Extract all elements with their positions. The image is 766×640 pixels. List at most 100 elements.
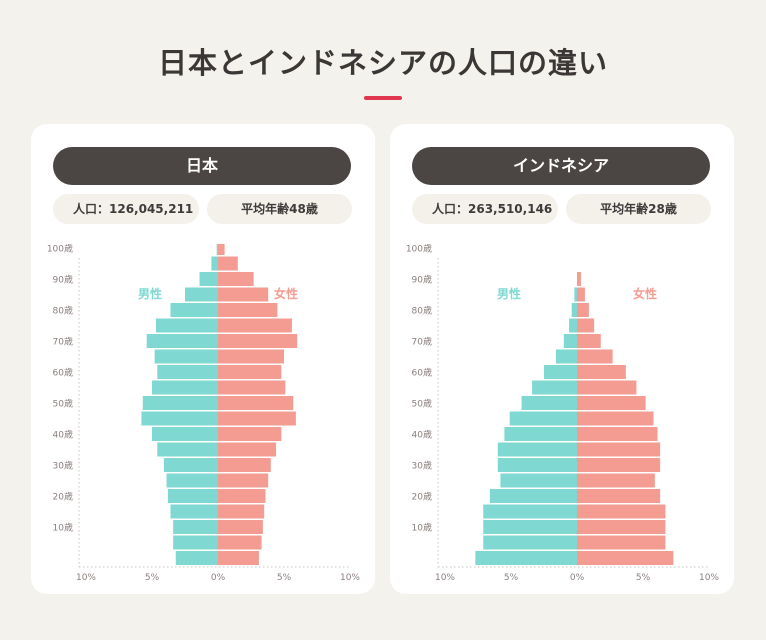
female-bar-35-39 (577, 442, 661, 457)
x-tick-label: 10% (340, 573, 360, 583)
female-bar-35-39 (218, 442, 277, 457)
male-bar-30-34 (163, 458, 218, 472)
female-bar-5-9 (218, 535, 262, 550)
x-tick-label: 0% (211, 573, 226, 583)
male-bar-85-89 (185, 287, 218, 302)
y-tick-label: 20歳 (53, 491, 73, 503)
y-tick-label: 40歳 (53, 429, 73, 441)
male-bar-90-94 (199, 272, 218, 286)
male-bar-50-54 (142, 396, 218, 410)
male-bar-5-9 (173, 535, 218, 550)
male-bar-55-59 (152, 380, 218, 395)
indonesia-panel: インドネシア 人口：263,510,146 平均年齢28歳 10歳 20歳 30歳 4… (390, 124, 734, 594)
male-bar-10-14 (483, 520, 577, 534)
y-tick-label: 30歳 (412, 460, 432, 472)
male-bar-80-84 (571, 303, 577, 317)
y-tick-label: 60歳 (53, 367, 73, 379)
female-bar-95-99 (218, 256, 238, 271)
female-bar-15-19 (218, 504, 265, 519)
female-bar-65-69 (577, 349, 613, 364)
female-bar-90-94 (577, 272, 581, 286)
female-bar-65-69 (218, 349, 284, 364)
y-tick-label: 10歳 (53, 522, 73, 534)
male-bar-95-99 (211, 256, 218, 271)
male-bar-70-74 (563, 334, 577, 348)
male-bar-65-69 (154, 349, 218, 364)
japan-pyramid-chart: 10歳 20歳 30歳 40歳 50歳 60歳 70歳 80歳 90歳 100歳 10% 5% 0% 5%… (47, 244, 360, 583)
japan-panel: 日本 人口：126,045,211 平均年齢48歳 10歳 20歳 30歳 40歳 50… (31, 124, 375, 594)
female-bar-50-54 (577, 396, 646, 410)
male-bar-55-59 (532, 380, 577, 395)
male-bar-65-69 (555, 349, 577, 364)
female-bar-80-84 (577, 303, 589, 317)
female-bar-50-54 (218, 396, 294, 410)
female-bar-80-84 (218, 303, 278, 317)
male-bar-80-84 (170, 303, 218, 317)
female-bar-85-89 (218, 287, 269, 302)
female-bar-100+ (218, 244, 225, 255)
female-bar-40-44 (577, 427, 658, 441)
female-bar-5-9 (577, 535, 666, 550)
female-bar-30-34 (218, 458, 271, 472)
x-tick-label: 5% (145, 573, 160, 583)
male-bar-20-24 (489, 489, 577, 503)
y-tick-label: 40歳 (412, 429, 432, 441)
legend-female-label: 女性 (633, 286, 657, 301)
x-tick-label: 10% (699, 573, 719, 583)
female-bar-20-24 (577, 489, 661, 503)
female-bar-45-49 (577, 411, 654, 426)
legend-female-label: 女性 (274, 286, 298, 301)
male-bar-100+ (216, 244, 218, 255)
indonesia-average-age: 平均年齢28歳 (566, 194, 711, 224)
y-tick-label: 70歳 (53, 336, 73, 348)
male-bar-60-64 (544, 365, 577, 379)
y-tick-label: 50歳 (53, 398, 73, 410)
male-bar-50-54 (521, 396, 577, 410)
female-bar-70-74 (577, 334, 601, 348)
female-bar-10-14 (218, 520, 263, 534)
female-bar-25-29 (218, 473, 269, 488)
male-bar-20-24 (167, 489, 218, 503)
male-bar-0-4 (175, 551, 218, 565)
y-tick-label: 100歳 (47, 244, 73, 255)
y-tick-label: 60歳 (412, 367, 432, 379)
female-bar-30-34 (577, 458, 661, 472)
title-accent-bar (364, 96, 402, 100)
legend-male-label: 男性 (138, 286, 162, 301)
female-bar-85-89 (577, 287, 585, 302)
x-tick-label: 5% (636, 573, 651, 583)
male-bar-0-4 (475, 551, 577, 565)
female-bar-60-64 (577, 365, 626, 379)
male-bar-40-44 (152, 427, 218, 441)
y-tick-label: 90歳 (412, 274, 432, 286)
female-bar-90-94 (218, 272, 254, 286)
x-tick-label: 10% (76, 573, 96, 583)
y-tick-label: 50歳 (412, 398, 432, 410)
female-bar-0-4 (577, 551, 674, 565)
male-bar-60-64 (157, 365, 218, 379)
female-bar-15-19 (577, 504, 666, 519)
x-tick-label: 5% (277, 573, 292, 583)
female-bar-40-44 (218, 427, 282, 441)
male-bar-45-49 (509, 411, 577, 426)
y-tick-label: 100歳 (406, 244, 432, 255)
x-tick-label: 10% (435, 573, 455, 583)
male-bar-35-39 (157, 442, 218, 457)
female-bar-45-49 (218, 411, 296, 426)
male-bar-15-19 (170, 504, 218, 519)
male-bar-30-34 (497, 458, 577, 472)
female-bar-55-59 (577, 380, 637, 395)
female-bar-10-14 (577, 520, 666, 534)
female-bar-75-79 (577, 318, 595, 333)
legend-male-label: 男性 (497, 286, 521, 301)
female-bar-60-64 (218, 365, 282, 379)
male-bar-75-79 (155, 318, 218, 333)
x-tick-label: 0% (570, 573, 585, 583)
female-bar-0-4 (218, 551, 259, 565)
female-bar-20-24 (218, 489, 266, 503)
japan-population: 人口：126,045,211 (53, 194, 199, 224)
male-bar-35-39 (497, 442, 577, 457)
japan-header: 日本 (53, 147, 351, 185)
female-bar-55-59 (218, 380, 286, 395)
